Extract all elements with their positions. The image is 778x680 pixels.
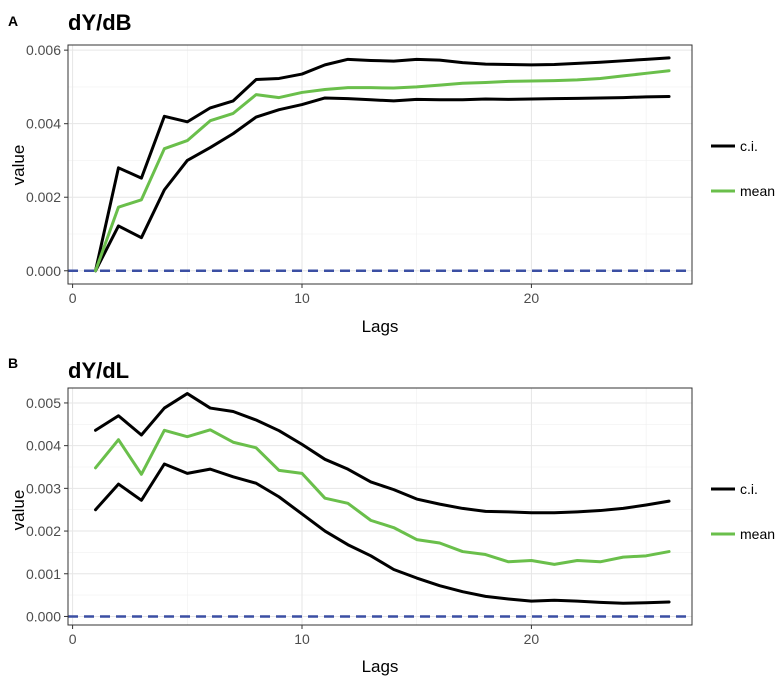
panel-b-series-lower-line	[94, 462, 671, 605]
panel-a-x-tick-label: 0	[69, 290, 77, 306]
panel-a-series-lower-line	[94, 94, 671, 273]
panel-a-title: dY/dB	[68, 10, 132, 35]
panel-b-series-mean-line	[94, 428, 671, 566]
panel-b-x-tick-label: 20	[524, 631, 540, 647]
panel-a-y-tick-label: 0.004	[26, 116, 61, 132]
panel-a-series-mean-line	[94, 69, 671, 273]
panel-b-tag: B	[8, 355, 18, 371]
panel-b-x-axis-title: Lags	[362, 657, 399, 676]
panel-b-frame	[67, 387, 693, 626]
panel-a-x-axis-title: Lags	[362, 317, 399, 336]
panel-a-y-axis-title: value	[9, 145, 28, 186]
panel-a-series	[94, 56, 671, 273]
panel-b-y-tick-label: 0.000	[26, 608, 61, 624]
panel-b-legend: c.i. mean	[711, 481, 775, 542]
panel-a-x-tick-label: 10	[294, 290, 310, 306]
panel-a-y-tick-label: 0.006	[26, 42, 61, 58]
panel-b-x-tick-label: 10	[294, 631, 310, 647]
panel-b-y-ticks: 0.000 0.001 0.002 0.003 0.004 0.005	[26, 395, 68, 624]
panel-a-x-ticks: 0 10 20	[69, 284, 540, 306]
panel-b-x-ticks: 0 10 20	[69, 625, 540, 647]
panel-b-title: dY/dL	[68, 358, 129, 383]
panel-a-tag: A	[8, 13, 18, 29]
panel-a-legend: c.i. mean	[711, 138, 775, 199]
panel-b-series	[94, 392, 671, 605]
panel-a-legend-label-mean: mean	[740, 183, 775, 199]
panel-a-plot-area	[68, 45, 692, 284]
panel-b-legend-label-mean: mean	[740, 526, 775, 542]
panel-b-legend-label-ci: c.i.	[740, 481, 758, 497]
panel-a-frame	[67, 44, 693, 285]
panel-b-plot-area	[68, 388, 692, 625]
panel-b-y-tick-label: 0.003	[26, 480, 61, 496]
panel-a-y-tick-label: 0.000	[26, 263, 61, 279]
panel-b: B dY/dL 0 10 20 0.0000.0010.0020.0030.0040…	[8, 355, 775, 676]
panel-a-series-upper-line	[94, 56, 671, 273]
panel-b-y-tick-label: 0.001	[26, 566, 61, 582]
panel-a-x-tick-label: 20	[524, 290, 540, 306]
panel-a-y-tick-label: 0.002	[26, 189, 61, 205]
panel-b-y-tick-label: 0.005	[26, 395, 61, 411]
panel-b-y-tick-label: 0.004	[26, 438, 61, 454]
panel-a-legend-label-ci: c.i.	[740, 138, 758, 154]
panel-b-y-tick-label: 0.002	[26, 523, 61, 539]
panel-b-y-axis-title: value	[9, 490, 28, 531]
panel-b-x-tick-label: 0	[69, 631, 77, 647]
panel-b-series-upper-line	[94, 392, 671, 515]
panel-a-y-ticks: 0.000 0.002 0.004 0.006	[26, 42, 68, 279]
